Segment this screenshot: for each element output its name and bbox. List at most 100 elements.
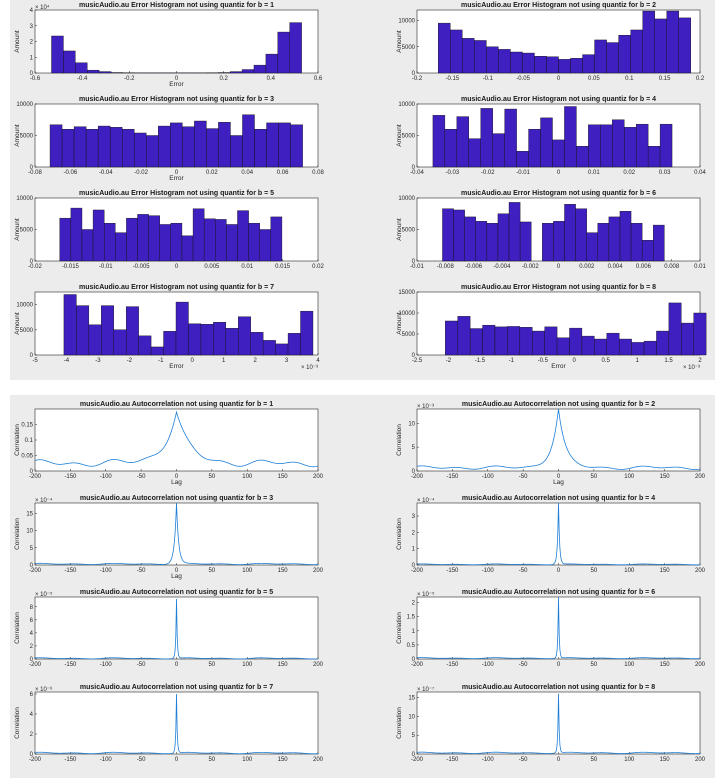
histogram-bar [544, 326, 558, 356]
x-tick-label: -150 [446, 474, 459, 480]
x-tick-label: 0.015 [275, 264, 291, 270]
histogram-bar [253, 64, 267, 74]
histogram-bar [432, 115, 446, 168]
histogram-bar [504, 108, 517, 168]
x-tick-label: 50 [591, 568, 598, 574]
x-tick-label: 0.04 [241, 170, 253, 176]
chart-2: musicAudio.au Error Histogram not using … [396, 2, 705, 82]
x-tick-label: -50 [519, 474, 528, 480]
histogram-bar [540, 117, 553, 168]
x-tick-label: 100 [242, 474, 253, 480]
y-tick-label: 5 [412, 733, 416, 739]
x-axis-label: Lag [553, 479, 564, 486]
histogram-bar [475, 221, 488, 262]
x-tick-label: -0.08 [28, 170, 42, 176]
histogram-bar [238, 316, 251, 356]
x-tick-label: -0.06 [64, 170, 78, 176]
chart-9: musicAudio.au Autocorrelation not using … [14, 401, 324, 486]
histogram-bar [194, 120, 207, 168]
y-tick-label: 0 [412, 259, 416, 265]
histogram-bar [569, 327, 583, 356]
histogram-bar [656, 330, 670, 356]
x-tick-label: 200 [695, 474, 706, 480]
chart-title: musicAudio.au Autocorrelation not using … [80, 495, 273, 502]
x-axis-label: Error [551, 363, 566, 370]
histogram-bar [150, 346, 164, 356]
x-tick-label: -50 [519, 568, 528, 574]
histogram-bar [85, 128, 99, 168]
y-tick-label: 5000 [20, 134, 34, 140]
x-tick-label: 150 [278, 757, 289, 763]
histogram-bar [158, 125, 171, 168]
histogram-bar [254, 128, 267, 168]
histogram-bar [81, 229, 94, 262]
y-tick-label: 10 [26, 529, 33, 535]
histogram-bar [92, 209, 105, 262]
y-exponent: × 10⁴ [35, 4, 50, 11]
y-tick-label: 4 [30, 712, 34, 718]
x-tick-label: 150 [660, 474, 671, 480]
chart-title: musicAudio.au Error Histogram not using … [79, 96, 274, 103]
autocorrelation-line [416, 502, 701, 566]
histogram-bar [113, 329, 127, 356]
y-tick-label: 10 [408, 421, 415, 427]
chart-5: musicAudio.au Error Histogram not using … [14, 190, 324, 270]
y-tick-label: 2 [30, 732, 34, 738]
histogram-bar [693, 312, 707, 356]
histogram-bar [668, 302, 682, 356]
histogram-bar [581, 335, 595, 356]
histogram-bar [600, 124, 613, 168]
histogram-bar [534, 56, 547, 74]
x-tick-label: 0 [573, 358, 577, 364]
x-tick-label: -200 [411, 757, 424, 763]
histogram-bar [445, 320, 458, 356]
x-tick-label: -50 [137, 662, 146, 668]
y-tick-label: 4 [30, 631, 34, 637]
x-tick-label: -0.2 [412, 76, 423, 82]
x-tick-label: 0.04 [694, 170, 706, 176]
histogram-bar [175, 301, 189, 356]
chart-title: musicAudio.au Error Histogram not using … [79, 2, 274, 9]
histogram-bar [230, 135, 243, 168]
plot-area [416, 408, 701, 472]
x-tick-label: -150 [446, 568, 459, 574]
y-tick-label: 10000 [398, 19, 415, 25]
histogram-bar [564, 106, 577, 168]
histogram-bar [641, 240, 654, 262]
histogram-bar [482, 324, 496, 356]
histogram-bar [522, 52, 535, 74]
y-tick-label: 6 [30, 692, 34, 698]
histogram-bar [146, 135, 159, 168]
y-tick-label: 10000 [16, 102, 33, 108]
x-axis-label: Error [169, 363, 184, 370]
histogram-bar [290, 124, 303, 168]
x-tick-label: -1 [509, 358, 515, 364]
histogram-bar [101, 305, 114, 356]
histogram-bar [457, 316, 471, 356]
chart-title: musicAudio.au Error Histogram not using … [461, 2, 656, 9]
y-axis-label: Amount [14, 30, 21, 53]
histogram-bar [438, 22, 451, 74]
x-tick-label: -150 [64, 662, 77, 668]
histogram-bar [678, 17, 692, 74]
y-tick-label: 0.1 [25, 438, 34, 444]
histogram-bar [215, 219, 227, 262]
x-exponent: × 10⁻³ [301, 365, 318, 371]
chart-11: musicAudio.au Autocorrelation not using … [14, 495, 324, 580]
y-exponent: × 10⁻⁷ [417, 686, 434, 693]
histogram-bar [586, 232, 598, 262]
y-tick-label: 1 [30, 55, 34, 61]
histogram-bar [226, 224, 238, 262]
x-tick-label: -0.01 [410, 264, 424, 270]
x-tick-label: -200 [29, 568, 42, 574]
y-tick-label: 5000 [20, 328, 34, 334]
chart-3: musicAudio.au Error Histogram not using … [14, 96, 324, 182]
histogram-bar [681, 322, 694, 356]
autocorrelation-line [416, 693, 701, 754]
autocorrelation-line [416, 408, 701, 470]
histogram-bar [237, 210, 249, 262]
chart-title: musicAudio.au Autocorrelation not using … [80, 401, 273, 408]
x-tick-label: -0.01 [99, 264, 113, 270]
histogram-bar [635, 123, 649, 168]
histogram-bar [546, 56, 559, 74]
